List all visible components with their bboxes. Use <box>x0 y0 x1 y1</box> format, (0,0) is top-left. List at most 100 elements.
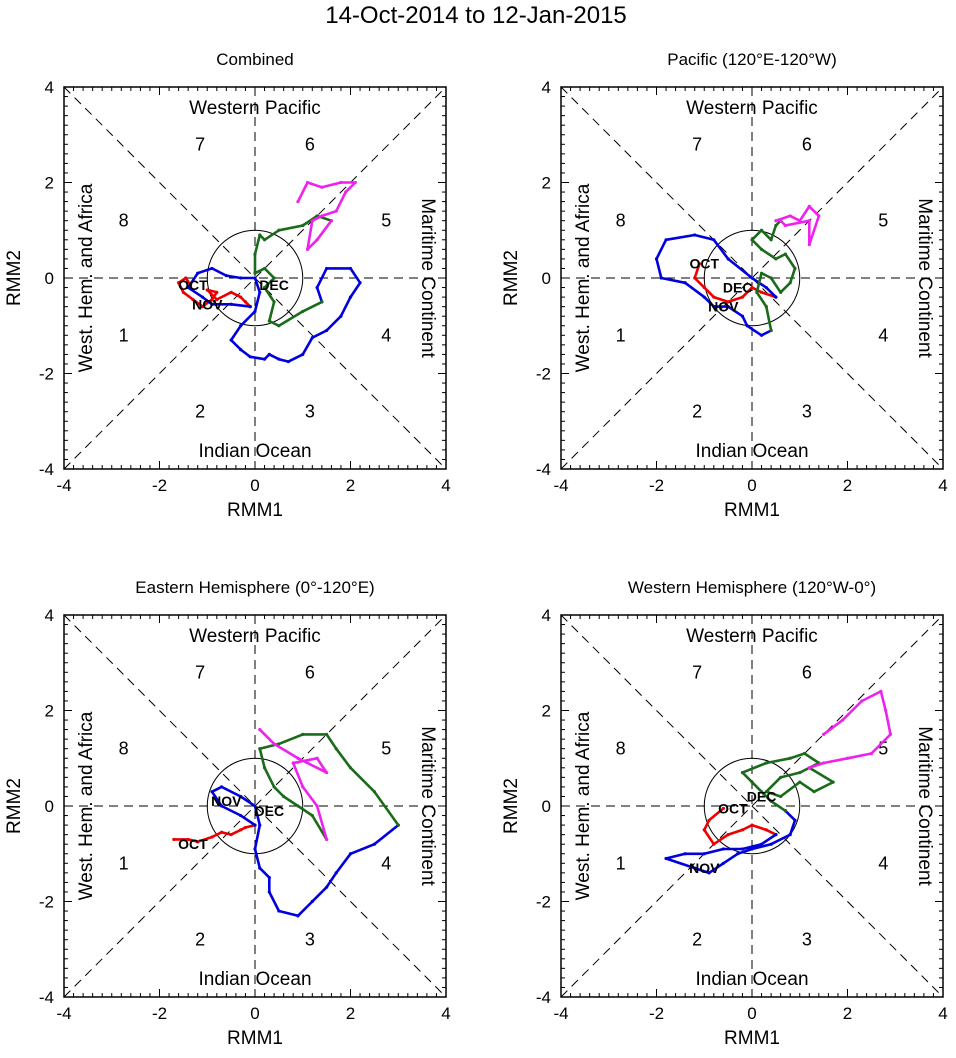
trajectory-nov <box>186 267 362 363</box>
trajectory-point <box>702 295 706 299</box>
trajectory-point <box>740 314 745 318</box>
trajectory-point <box>253 309 257 314</box>
trajectory-point <box>229 338 233 342</box>
trajectory-point <box>798 770 802 775</box>
trajectory-point <box>807 242 811 247</box>
trajectory-point <box>769 276 773 280</box>
trajectory-point <box>310 219 314 223</box>
trajectory-point <box>196 271 200 275</box>
trajectory-point <box>258 747 262 751</box>
trajectory-point <box>296 200 300 204</box>
month-label-nov: NOV <box>708 299 739 315</box>
month-label-dec: DEC <box>747 788 777 804</box>
phase-panel-4: Western Hemisphere (120°W-0°) -4 -2 0 2 4 4 2 0 -… <box>501 578 948 1049</box>
trajectory-point <box>750 276 754 280</box>
trajectory-point <box>224 274 228 278</box>
trajectory-point <box>659 276 663 280</box>
x-tick-label: 4 <box>441 1004 450 1023</box>
trajectory-point <box>210 297 214 302</box>
trajectory-point <box>267 890 271 894</box>
trajectory-point <box>372 842 376 846</box>
trajectory-point <box>243 825 248 830</box>
trajectory-point <box>759 247 764 251</box>
x-tick-label: 2 <box>346 476 355 495</box>
trajectory-point <box>239 276 243 280</box>
trajectory-point <box>277 324 281 328</box>
x-tick-label: -4 <box>56 1004 71 1023</box>
trajectory-point <box>793 818 797 822</box>
month-label-oct: OCT <box>178 277 208 293</box>
trajectory-point <box>396 823 400 827</box>
x-tick-label: 2 <box>843 1004 852 1023</box>
trajectory-point <box>817 214 821 218</box>
phase-number-label: 2 <box>692 930 702 950</box>
trajectory-point <box>277 228 281 232</box>
trajectory-point <box>315 804 319 808</box>
trajectory-point <box>721 806 725 810</box>
trajectory-point <box>262 285 267 290</box>
trajectory-point <box>798 780 802 784</box>
trajectory-point <box>759 842 764 846</box>
trajectory-point <box>210 835 214 839</box>
trajectory-point <box>320 185 324 189</box>
trajectory-point <box>296 914 300 918</box>
trajectory-point <box>200 295 205 299</box>
trajectory-dec <box>750 219 797 331</box>
trajectory-point <box>759 790 764 794</box>
trajectory-point <box>721 847 725 851</box>
trajectory-point <box>239 813 243 818</box>
trajectory-point <box>884 708 888 713</box>
trajectory-point <box>243 300 248 304</box>
trajectory-point <box>210 266 214 271</box>
x-tick-label: 4 <box>441 476 450 495</box>
trajectory-point <box>726 300 730 304</box>
x-tick-label: 4 <box>938 476 947 495</box>
trajectory-point <box>301 785 305 789</box>
trajectory-point <box>348 295 353 299</box>
trajectory-point <box>779 219 783 223</box>
trajectory-point <box>325 770 329 775</box>
phase-number-label: 2 <box>692 402 702 422</box>
trajectory-point <box>286 359 291 364</box>
trajectory-point <box>788 756 792 760</box>
trajectory-point <box>869 751 873 756</box>
figure-title: 14-Oct-2014 to 12-Jan-2015 <box>325 2 627 29</box>
y-tick-label: 4 <box>542 78 551 97</box>
trajectory-point <box>320 300 324 304</box>
trajectory-point <box>783 809 788 813</box>
trajectory-point <box>664 856 668 861</box>
y-tick-label: -2 <box>536 365 551 384</box>
y-tick-label: 2 <box>542 702 551 721</box>
y-tick-label: -2 <box>536 893 551 912</box>
diagonal-dash-line <box>560 614 944 998</box>
x-tick-label: 2 <box>843 476 852 495</box>
trajectory-point <box>315 756 319 760</box>
trajectory-point <box>802 751 807 756</box>
trajectory-dec <box>258 733 400 841</box>
trajectory-point <box>277 742 281 746</box>
trajectory-point <box>229 290 233 294</box>
trajectory-point <box>750 780 754 784</box>
phase-number-label: 4 <box>878 853 888 873</box>
region-label-western-pacific: Western Pacific <box>189 98 321 119</box>
trajectory-point <box>348 852 353 856</box>
trajectory-point <box>726 833 730 837</box>
trajectory-point <box>258 290 262 294</box>
trajectory-point <box>769 799 773 803</box>
trajectory-point <box>798 219 802 223</box>
trajectory-point <box>712 295 716 299</box>
x-tick-label: -4 <box>56 476 71 495</box>
trajectory-point <box>325 266 329 271</box>
trajectory-point <box>267 352 271 356</box>
x-axis-label: RMM1 <box>724 1028 780 1049</box>
x-axis-label: RMM1 <box>227 500 283 521</box>
x-tick-label: -2 <box>649 476 664 495</box>
trajectory-point <box>358 281 362 285</box>
trajectory-point <box>258 233 262 237</box>
phase-number-label: 1 <box>119 853 129 873</box>
y-tick-label: 4 <box>45 606 54 625</box>
trajectory-point <box>726 305 730 309</box>
y-tick-label: 2 <box>45 702 54 721</box>
phase-number-label: 7 <box>195 134 205 154</box>
trajectory-point <box>693 866 697 870</box>
